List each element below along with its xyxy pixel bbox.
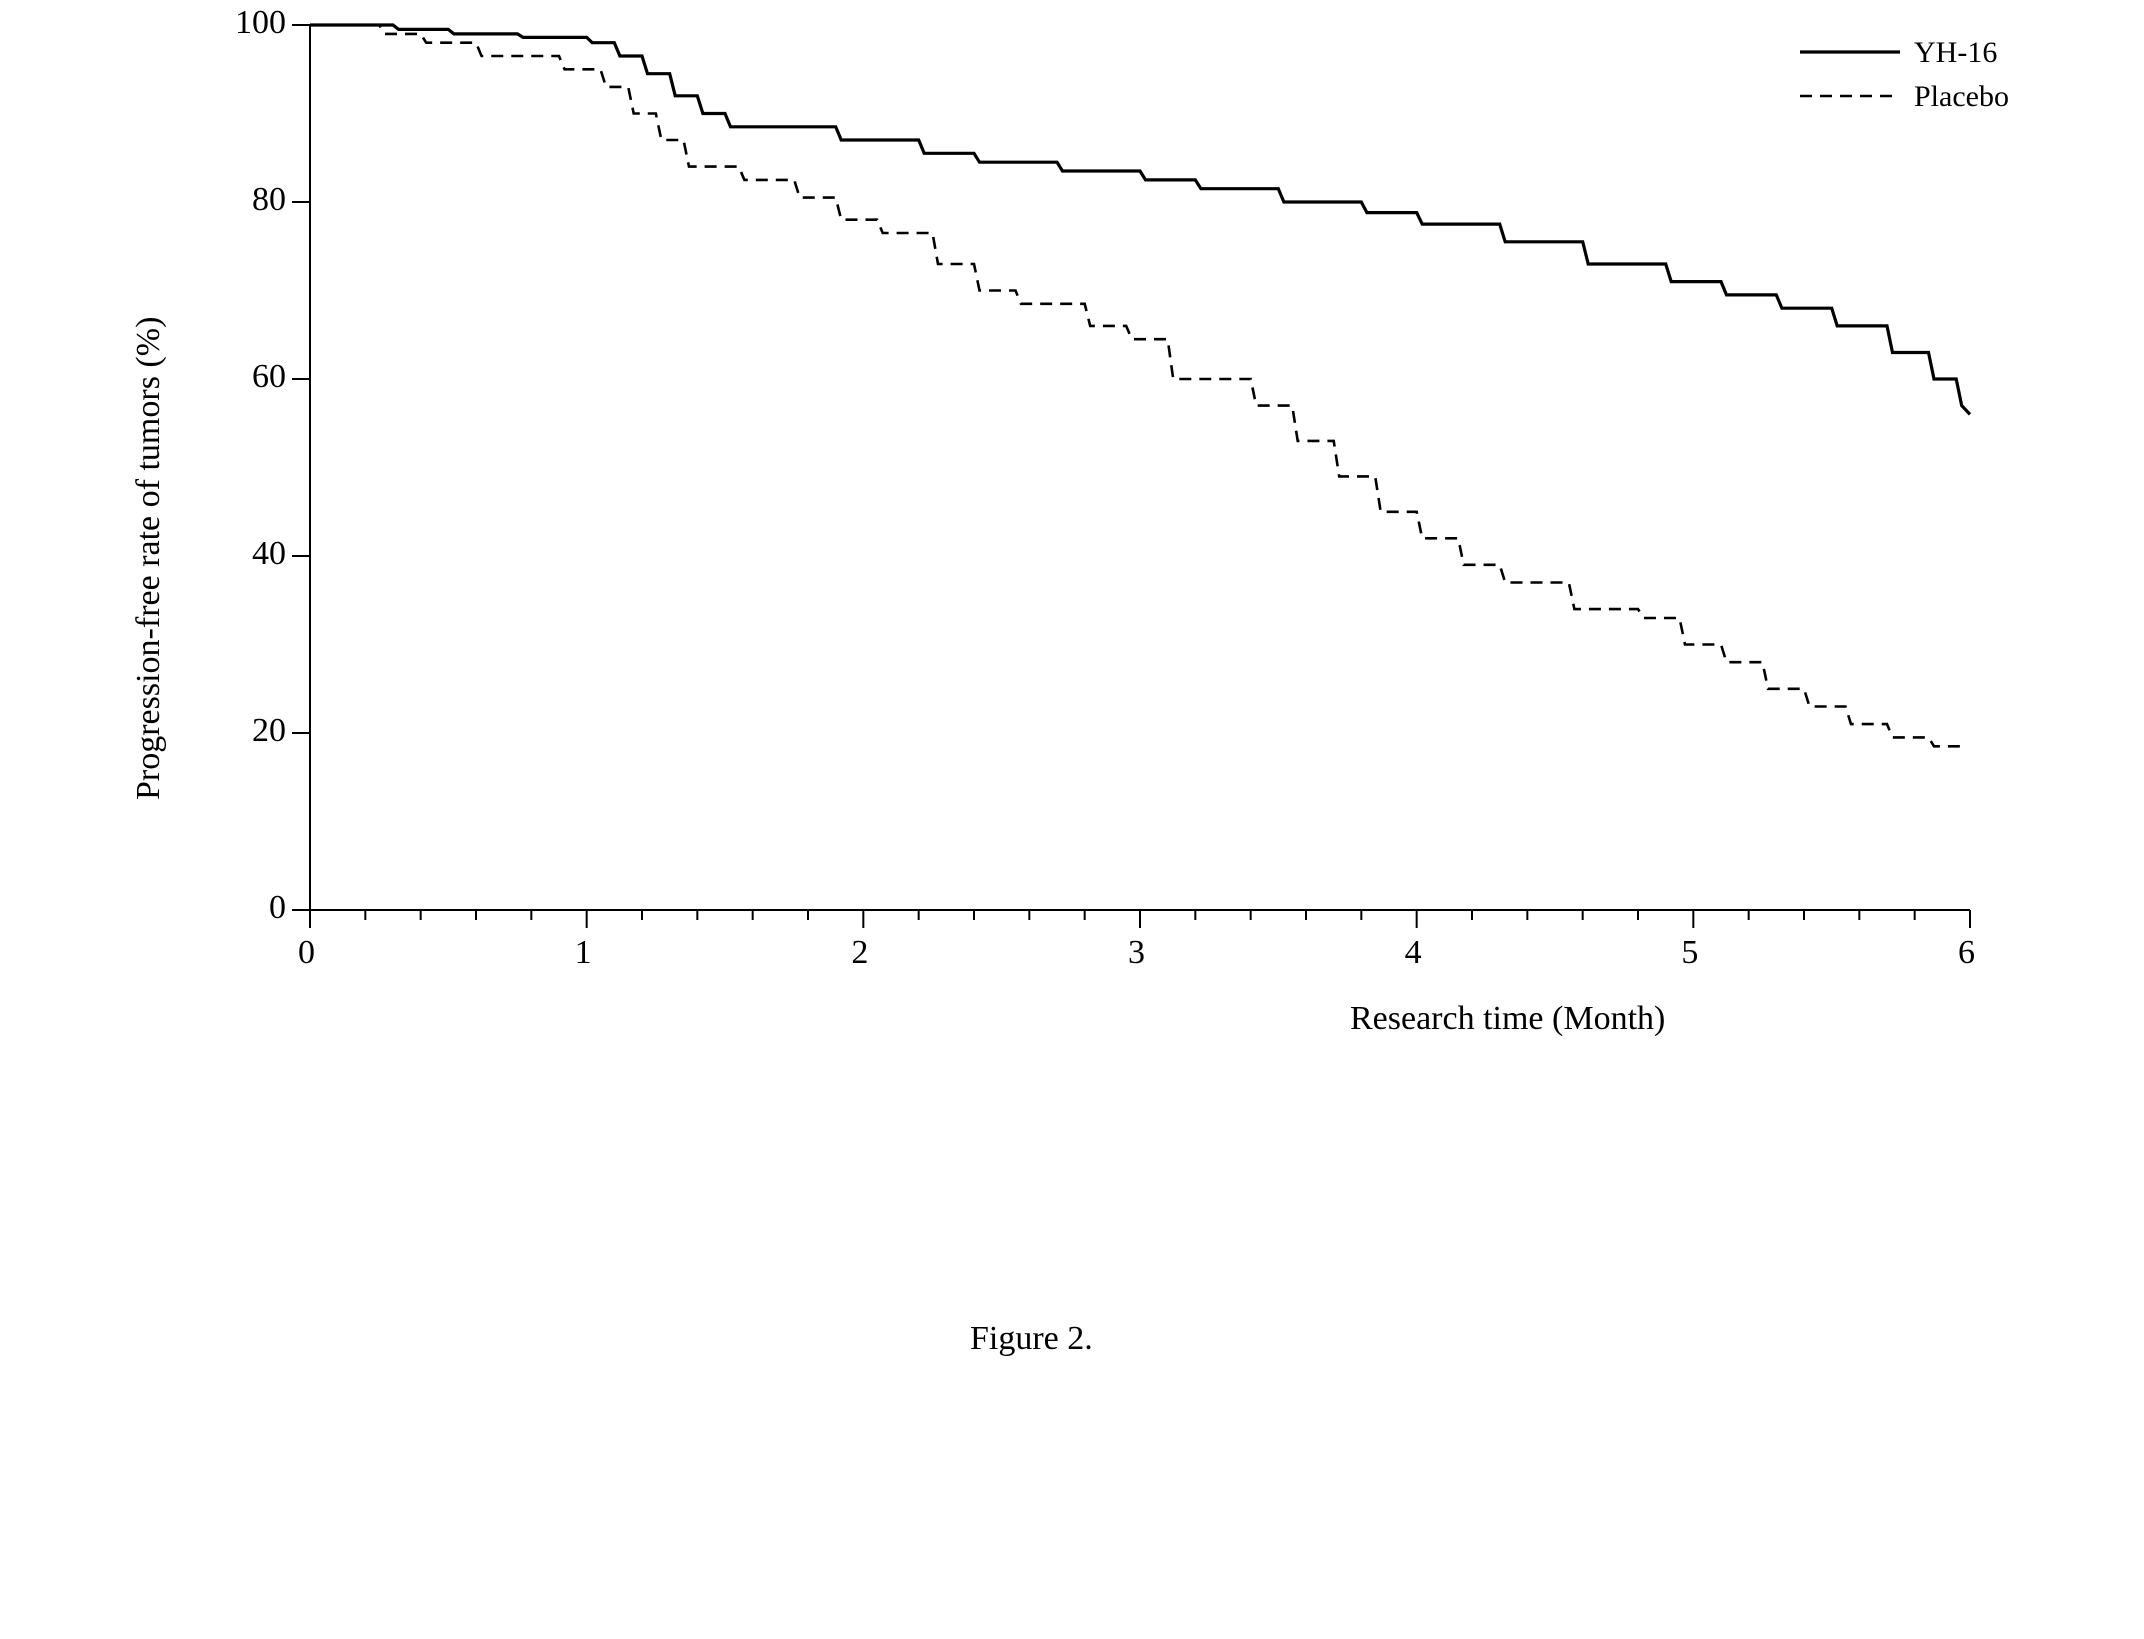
survival-chart xyxy=(0,0,2144,1639)
x-tick-label: 4 xyxy=(1405,934,1422,972)
y-tick-label: 40 xyxy=(236,535,286,573)
page: Progression-free rate of tumors (%) Rese… xyxy=(0,0,2144,1639)
y-tick-label: 80 xyxy=(236,181,286,219)
y-tick-label: 20 xyxy=(236,712,286,750)
series-placebo xyxy=(310,25,1962,746)
x-tick-label: 0 xyxy=(298,934,315,972)
x-tick-label: 1 xyxy=(575,934,592,972)
y-tick-label: 60 xyxy=(236,358,286,396)
legend-label-yh16: YH-16 xyxy=(1914,36,1997,70)
series-yh16 xyxy=(310,25,1970,414)
y-tick-label: 0 xyxy=(256,889,286,927)
x-tick-label: 6 xyxy=(1958,934,1975,972)
x-tick-label: 2 xyxy=(851,934,868,972)
x-tick-label: 5 xyxy=(1681,934,1698,972)
x-tick-label: 3 xyxy=(1128,934,1145,972)
legend-label-placebo: Placebo xyxy=(1914,80,2009,114)
y-tick-label: 100 xyxy=(216,4,286,42)
